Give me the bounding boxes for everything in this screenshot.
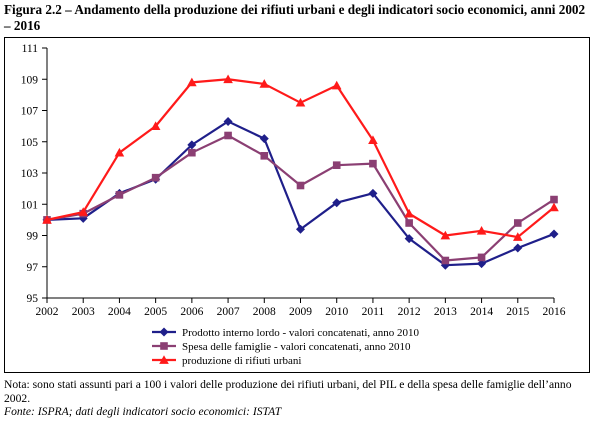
data-point-series-3 bbox=[404, 208, 414, 218]
x-tick-label: 2006 bbox=[180, 306, 203, 318]
data-point-series-2 bbox=[296, 181, 305, 190]
legend-marker-1 bbox=[159, 327, 169, 337]
y-tick-label: 107 bbox=[21, 106, 39, 118]
legend-label-3: produzione di rifiuti urbani bbox=[182, 355, 301, 367]
data-point-series-2 bbox=[188, 148, 196, 157]
x-tick-label: 2003 bbox=[72, 306, 95, 318]
y-tick-label: 99 bbox=[27, 231, 39, 243]
legend-label-2: Spesa delle famiglie - valori concatenat… bbox=[182, 341, 411, 353]
data-point-series-1 bbox=[332, 198, 342, 208]
data-point-series-3 bbox=[187, 77, 197, 87]
data-point-series-3 bbox=[512, 232, 523, 241]
x-tick-label: 2008 bbox=[253, 306, 276, 318]
data-point-series-2 bbox=[115, 191, 124, 199]
figure-title: Figura 2.2 – Andamento della produzione … bbox=[4, 2, 586, 33]
y-tick-label: 103 bbox=[21, 168, 39, 180]
x-tick-label: 2012 bbox=[398, 306, 421, 318]
y-tick-label: 95 bbox=[27, 293, 39, 305]
data-point-series-1 bbox=[368, 188, 378, 198]
y-tick-label: 111 bbox=[22, 43, 39, 55]
data-point-series-3 bbox=[331, 80, 342, 90]
note-text: Nota: sono stati assunti pari a 100 i va… bbox=[4, 378, 572, 405]
data-point-series-3 bbox=[78, 207, 89, 216]
data-point-series-1 bbox=[549, 229, 559, 239]
data-point-series-3 bbox=[476, 226, 487, 235]
data-point-series-2 bbox=[477, 253, 486, 262]
y-tick-label: 101 bbox=[21, 199, 39, 211]
legend-marker-2 bbox=[160, 342, 168, 350]
y-tick-label: 97 bbox=[27, 262, 39, 274]
line-chart: 95 97 99 101 103 105 107 109 111 2002 2003 2004 2005… bbox=[21, 43, 566, 367]
data-point-series-2 bbox=[224, 131, 232, 140]
data-point-series-2 bbox=[369, 159, 377, 168]
x-tick-label: 2007 bbox=[217, 306, 240, 318]
chart-frame: 95 97 99 101 103 105 107 109 111 2002 2003 2004 2005… bbox=[4, 37, 590, 373]
data-point-series-2 bbox=[550, 195, 558, 204]
y-tick-label: 105 bbox=[21, 137, 39, 149]
data-point-series-3 bbox=[114, 147, 125, 157]
data-point-series-1 bbox=[513, 243, 523, 253]
x-tick-label: 2015 bbox=[506, 306, 529, 318]
data-point-series-2 bbox=[441, 256, 450, 265]
data-point-series-1 bbox=[296, 224, 305, 234]
x-tick-label: 2004 bbox=[108, 306, 131, 318]
data-point-series-2 bbox=[513, 219, 522, 227]
x-tick-label: 2009 bbox=[289, 306, 312, 318]
data-point-series-3 bbox=[549, 202, 559, 212]
data-point-series-1 bbox=[223, 116, 233, 126]
source-text: Fonte: ISPRA; dati degli indicatori soci… bbox=[4, 405, 282, 418]
data-point-series-2 bbox=[332, 161, 341, 169]
data-point-series-2 bbox=[260, 152, 269, 160]
x-tick-label: 2013 bbox=[434, 306, 457, 318]
x-tick-label: 2016 bbox=[543, 306, 566, 318]
data-point-series-2 bbox=[151, 173, 160, 182]
data-point-series-1 bbox=[404, 234, 414, 244]
data-point-series-3 bbox=[150, 121, 161, 130]
legend-marker-3 bbox=[159, 355, 169, 364]
data-point-series-3 bbox=[368, 135, 378, 145]
data-point-series-3 bbox=[42, 215, 52, 224]
x-tick-label: 2010 bbox=[325, 306, 348, 318]
data-point-series-3 bbox=[223, 74, 233, 84]
data-point-series-2 bbox=[405, 219, 413, 227]
x-tick-label: 2011 bbox=[362, 306, 385, 318]
data-point-series-3 bbox=[295, 97, 306, 107]
y-tick-label: 109 bbox=[21, 74, 39, 86]
data-point-series-1 bbox=[477, 259, 487, 269]
data-point-series-3 bbox=[440, 230, 451, 240]
legend-label-1: Prodotto interno lordo - valori concaten… bbox=[182, 327, 420, 339]
x-tick-label: 2002 bbox=[36, 306, 59, 318]
data-point-series-1 bbox=[187, 140, 197, 150]
data-point-series-3 bbox=[259, 79, 270, 88]
notes: Nota: sono stati assunti pari a 100 i va… bbox=[4, 378, 592, 419]
x-tick-label: 2014 bbox=[470, 306, 493, 318]
x-tick-label: 2005 bbox=[144, 306, 167, 318]
data-point-series-1 bbox=[259, 134, 269, 144]
